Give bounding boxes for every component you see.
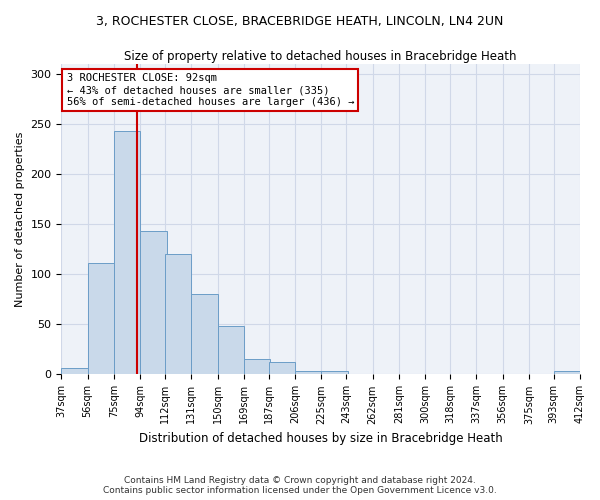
Bar bbox=[218, 326, 244, 374]
Bar bbox=[269, 362, 295, 374]
Y-axis label: Number of detached properties: Number of detached properties bbox=[15, 132, 25, 307]
Title: Size of property relative to detached houses in Bracebridge Heath: Size of property relative to detached ho… bbox=[124, 50, 517, 63]
Text: Contains HM Land Registry data © Crown copyright and database right 2024.
Contai: Contains HM Land Registry data © Crown c… bbox=[103, 476, 497, 495]
Bar bbox=[244, 360, 270, 374]
Bar bbox=[88, 264, 114, 374]
Text: 3, ROCHESTER CLOSE, BRACEBRIDGE HEATH, LINCOLN, LN4 2UN: 3, ROCHESTER CLOSE, BRACEBRIDGE HEATH, L… bbox=[97, 15, 503, 28]
Bar bbox=[61, 368, 88, 374]
X-axis label: Distribution of detached houses by size in Bracebridge Heath: Distribution of detached houses by size … bbox=[139, 432, 503, 445]
Bar bbox=[114, 131, 140, 374]
Bar bbox=[140, 232, 167, 374]
Text: 3 ROCHESTER CLOSE: 92sqm
← 43% of detached houses are smaller (335)
56% of semi-: 3 ROCHESTER CLOSE: 92sqm ← 43% of detach… bbox=[67, 74, 354, 106]
Bar bbox=[554, 372, 580, 374]
Bar bbox=[165, 254, 191, 374]
Bar bbox=[295, 372, 322, 374]
Bar bbox=[322, 372, 347, 374]
Bar bbox=[191, 294, 218, 374]
